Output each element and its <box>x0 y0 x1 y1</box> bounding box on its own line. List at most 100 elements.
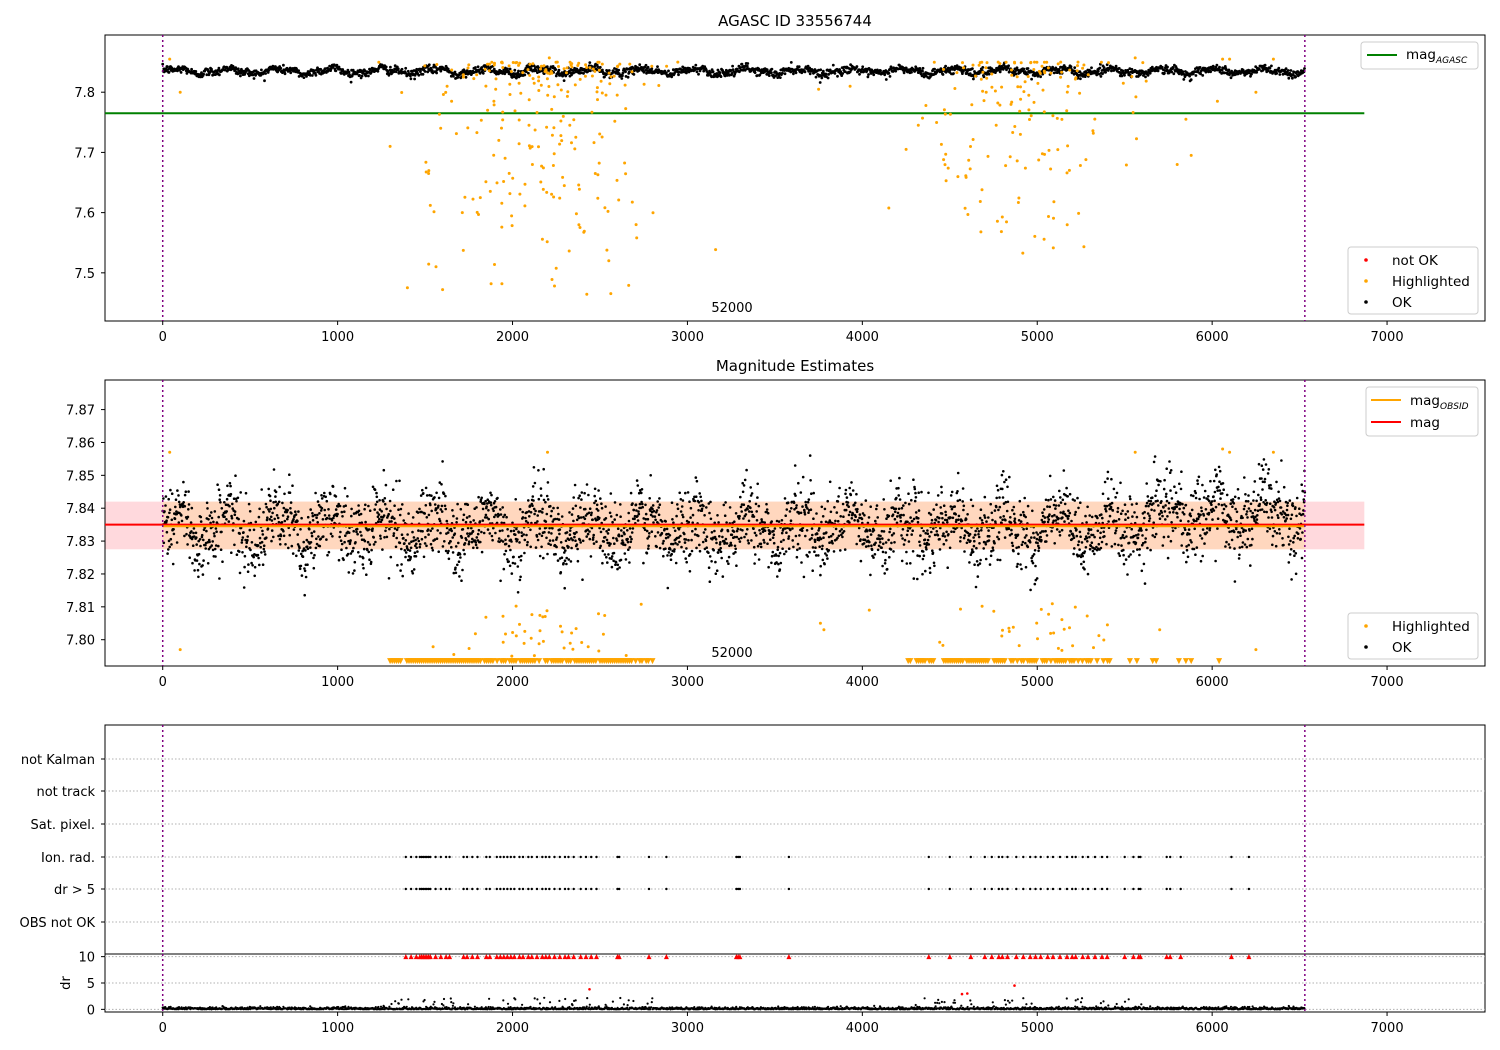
ok-point <box>681 513 684 517</box>
legend-marker <box>1364 258 1368 262</box>
ok-point <box>867 516 871 519</box>
ok-point <box>1292 70 1296 74</box>
ok-point <box>551 520 555 523</box>
ok-point <box>589 513 593 517</box>
highlighted-point <box>551 164 555 167</box>
highlighted-point <box>1023 166 1027 170</box>
ok-point <box>684 557 687 560</box>
ok-point <box>879 69 882 72</box>
ok-point <box>261 529 264 533</box>
highlighted-point <box>566 90 570 94</box>
ok-point <box>632 508 636 512</box>
highlighted-point <box>1254 90 1258 94</box>
ok-point <box>306 515 310 519</box>
ok-point <box>416 511 420 514</box>
ok-point <box>361 556 365 560</box>
ok-point <box>489 491 492 495</box>
ok-point <box>661 542 665 545</box>
highlighted-point <box>428 203 432 207</box>
ok-point <box>404 555 407 559</box>
ok-point <box>590 526 594 530</box>
ok-point <box>647 544 650 548</box>
ok-point <box>318 512 321 515</box>
panel1-y-tick-label: 7.5 <box>74 267 95 282</box>
ok-point <box>730 544 733 547</box>
highlighted-point <box>623 161 627 165</box>
highlighted-point <box>1271 57 1275 61</box>
ok-point <box>836 500 840 503</box>
highlighted-point <box>1141 61 1145 65</box>
legend-frame <box>1347 246 1479 315</box>
highlighted-point <box>545 190 549 194</box>
panel2-x-tick-label: 4000 <box>846 675 879 690</box>
ok-point <box>892 550 895 553</box>
ok-point <box>962 508 965 512</box>
ok-point <box>570 546 573 550</box>
ok-point <box>382 468 386 472</box>
highlighted-point <box>559 134 563 138</box>
ok-point <box>952 530 956 534</box>
ok-point <box>523 551 526 555</box>
ok-point <box>628 561 631 564</box>
ok-point <box>539 487 543 490</box>
highlighted-point <box>500 61 504 65</box>
ok-point <box>424 504 428 507</box>
ok-point <box>833 506 836 509</box>
ok-point <box>247 74 251 78</box>
ok-point <box>940 512 944 515</box>
ok-point <box>599 497 602 500</box>
ok-point <box>956 471 960 475</box>
ok-point <box>712 548 715 552</box>
ok-point <box>190 530 193 533</box>
ok-point <box>492 67 496 71</box>
ok-point <box>813 68 817 71</box>
ok-point <box>455 517 459 520</box>
ok-point <box>844 488 848 492</box>
ok-point <box>427 533 430 536</box>
ok-point <box>1189 78 1193 82</box>
ok-point <box>233 510 237 513</box>
ok-point <box>895 521 899 525</box>
ok-point <box>861 65 865 69</box>
ok-point <box>880 529 884 533</box>
ok-point <box>950 65 954 69</box>
highlighted-point <box>547 85 551 88</box>
ok-point <box>794 71 798 75</box>
highlighted-point <box>487 69 491 73</box>
ok-point <box>480 66 484 69</box>
panel2-x-tick-label: 3000 <box>671 675 704 690</box>
ok-point <box>676 507 680 511</box>
ok-point <box>844 492 847 496</box>
highlighted-point <box>466 126 470 130</box>
ok-point <box>906 529 910 532</box>
ok-point <box>652 521 655 524</box>
highlighted-point <box>441 288 445 292</box>
highlighted-point <box>1175 163 1179 166</box>
ok-point <box>893 510 897 513</box>
ok-point <box>433 538 437 541</box>
ok-point <box>760 518 763 521</box>
highlighted-point <box>508 93 512 96</box>
ok-point <box>836 74 839 78</box>
ok-point <box>927 491 930 495</box>
ok-point <box>485 505 488 508</box>
ok-point <box>319 537 323 541</box>
panel2-x-tick-label: 2000 <box>496 675 529 690</box>
ok-point <box>713 521 716 525</box>
ok-point <box>385 535 389 539</box>
highlighted-point <box>990 85 994 89</box>
ok-point <box>640 500 643 504</box>
ok-point <box>379 537 383 540</box>
ok-point <box>1105 63 1109 67</box>
ok-point <box>1270 64 1273 68</box>
ok-point <box>1030 77 1033 81</box>
ok-point <box>571 538 574 542</box>
ok-point <box>803 510 806 514</box>
ok-point <box>854 501 857 505</box>
ok-point <box>821 544 824 548</box>
ok-point <box>252 528 256 532</box>
ok-point <box>161 62 165 66</box>
ok-point <box>889 479 892 483</box>
ok-point <box>718 535 721 538</box>
ok-point <box>869 72 873 75</box>
